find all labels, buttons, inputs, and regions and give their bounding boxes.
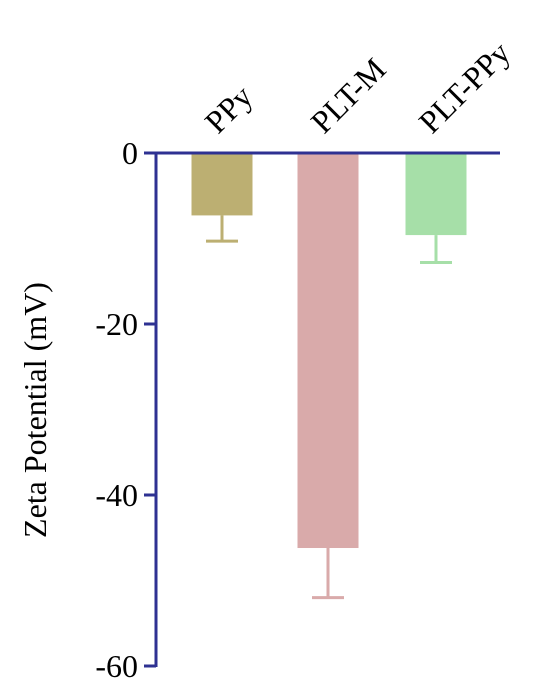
y-tick-label-1: -20 [95, 306, 138, 342]
error-bars-layer [206, 215, 452, 600]
y-tick-label-3: -60 [95, 648, 138, 684]
bars-layer [191, 153, 467, 549]
y-tick-label-0: 0 [122, 135, 138, 171]
category-label-plt-m: PLT-M [303, 51, 392, 140]
bar-ppy [191, 153, 253, 216]
bar-plt-m [297, 153, 359, 549]
category-label-plt-ppy: PLT-PPy [411, 34, 517, 140]
y-axis-title: Zeta Potential (mV) [17, 282, 53, 538]
bar-plt-ppy [405, 153, 467, 236]
axes-layer [144, 151, 500, 668]
y-tick-label-2: -40 [95, 477, 138, 513]
category-label-ppy: PPy [197, 78, 259, 140]
